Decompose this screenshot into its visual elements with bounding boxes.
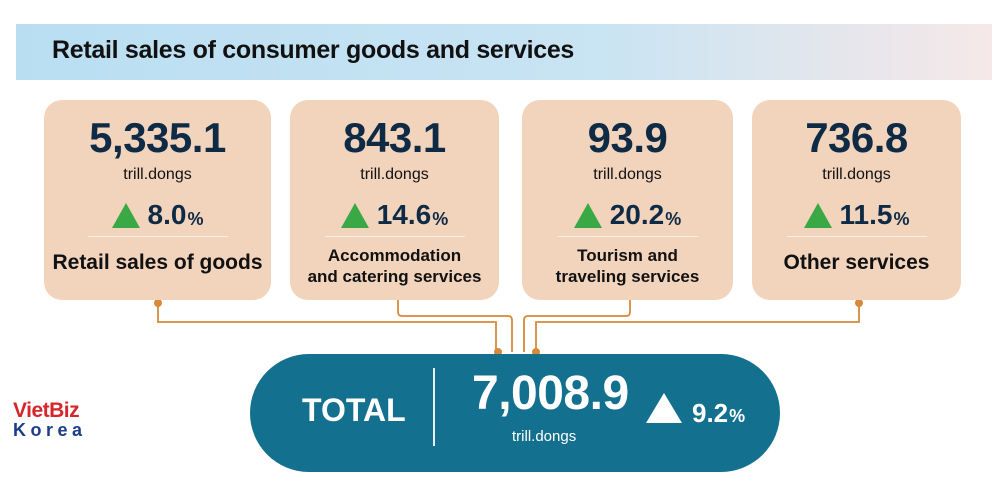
card-value: 93.9 [587,114,668,161]
total-unit: trill.dongs [512,428,577,445]
card-unit: trill.dongs [822,166,891,183]
growth-value: 14.6 [376,199,432,230]
card-label-line: Tourism and [577,246,678,265]
card-label-line: and catering services [307,267,482,287]
growth-value: 9.2 [692,398,729,428]
card-retail-goods: 5,335.1 trill.dongs 8.0% Retail sales of… [44,100,271,300]
card-accommodation: 843.1 trill.dongs 14.6% Accommodation an… [290,100,499,300]
growth-value: 20.2 [609,199,665,230]
card-growth: 8.0% [44,198,271,232]
card-value: 736.8 [805,114,908,161]
total-value: 7,008.9 [472,367,629,420]
card-unit: trill.dongs [593,166,662,183]
connector-other [535,303,860,352]
card-label-line: Retail sales of goods [52,251,263,274]
total-panel: TOTAL 7,008.9 trill.dongs 9.2% [250,354,780,472]
title-bar [16,24,992,80]
growth-unit: % [665,208,682,229]
up-triangle-icon [573,202,602,228]
card-divider [87,236,228,237]
card-divider [324,236,465,237]
card-growth: 14.6% [290,198,499,232]
card-other-services: 736.8 trill.dongs 11.5% Other services [752,100,961,300]
connector-tourism [523,296,631,352]
up-triangle-icon [340,202,369,228]
card-label: Tourism and traveling services [522,245,733,288]
card-unit: trill.dongs [123,166,192,183]
connector-accommodation [397,296,513,352]
vietbiz-korea-logo: VietBiz Korea [13,399,123,447]
connector-goods [157,303,497,352]
card-label-line: Other services [783,251,930,274]
card-label-line: traveling services [555,267,700,287]
card-growth: 20.2% [522,198,733,232]
card-unit: trill.dongs [360,166,429,183]
card-label: Accommodation and catering services [290,245,499,288]
card-label: Other services [752,250,961,276]
growth-value: 8.0 [147,199,187,230]
card-label-line: Accommodation [327,246,462,265]
up-triangle-icon [111,202,140,228]
card-value: 5,335.1 [89,114,226,161]
total-label: TOTAL [302,392,406,428]
logo-line-1: VietBiz [13,399,80,422]
total-growth: 9.2% [692,398,745,429]
growth-unit: % [432,208,449,229]
card-tourism: 93.9 trill.dongs 20.2% Tourism and trave… [522,100,733,300]
page-title: Retail sales of consumer goods and servi… [52,36,575,64]
card-value: 843.1 [343,114,446,161]
growth-unit: % [729,406,746,426]
growth-value: 11.5 [839,199,893,230]
growth-unit: % [893,208,910,229]
growth-unit: % [187,208,204,229]
card-divider [557,236,698,237]
total-divider [433,368,435,446]
up-triangle-icon [803,202,832,228]
card-divider [786,236,927,237]
up-triangle-icon [646,393,682,423]
card-label: Retail sales of goods [44,250,271,276]
logo-line-2: Korea [13,420,87,440]
connector-dot [855,299,863,307]
connector-dot [154,299,162,307]
card-growth: 11.5% [752,198,961,232]
